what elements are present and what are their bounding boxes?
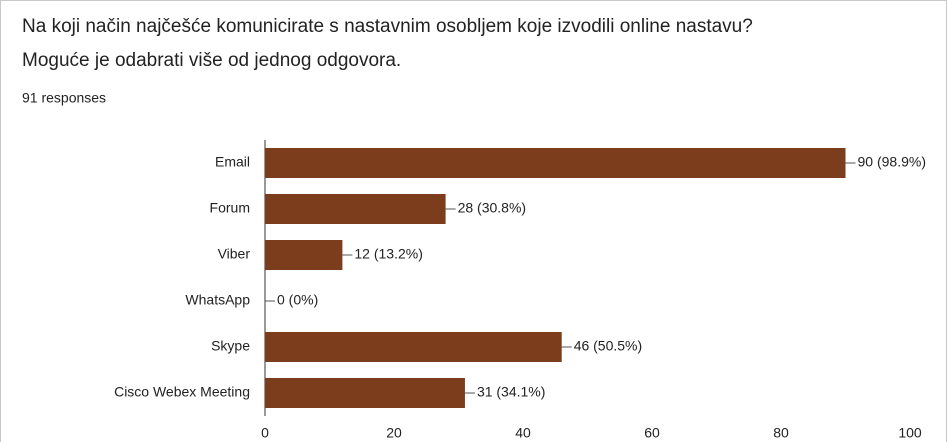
y-tick-label: WhatsApp	[185, 292, 250, 308]
response-count: 91 responses	[22, 90, 106, 106]
data-label: 28 (30.8%)	[458, 200, 526, 216]
bar	[265, 240, 343, 270]
chart-title: Moguće je odabrati više od jednog odgovo…	[22, 50, 401, 71]
data-label: 12 (13.2%)	[354, 246, 422, 262]
y-tick-label: Forum	[210, 200, 250, 216]
bar	[265, 332, 562, 362]
data-label: 31 (34.1%)	[477, 384, 545, 400]
y-tick-label: Viber	[218, 246, 251, 262]
x-tick-label: 100	[898, 425, 922, 441]
data-label: 0 (0%)	[277, 292, 318, 308]
x-tick-label: 60	[644, 425, 660, 441]
chart-title: Na koji način najčešće komunicirate s na…	[22, 16, 753, 37]
y-tick-label: Email	[215, 154, 250, 170]
bar	[265, 148, 846, 178]
x-tick-label: 20	[386, 425, 402, 441]
y-tick-label: Cisco Webex Meeting	[114, 384, 250, 400]
bar	[265, 194, 446, 224]
x-tick-label: 80	[773, 425, 789, 441]
x-tick-label: 40	[515, 425, 531, 441]
data-label: 90 (98.9%)	[858, 154, 926, 170]
data-label: 46 (50.5%)	[574, 338, 642, 354]
bar	[265, 378, 465, 408]
x-tick-label: 0	[261, 425, 269, 441]
y-tick-label: Skype	[211, 338, 250, 354]
